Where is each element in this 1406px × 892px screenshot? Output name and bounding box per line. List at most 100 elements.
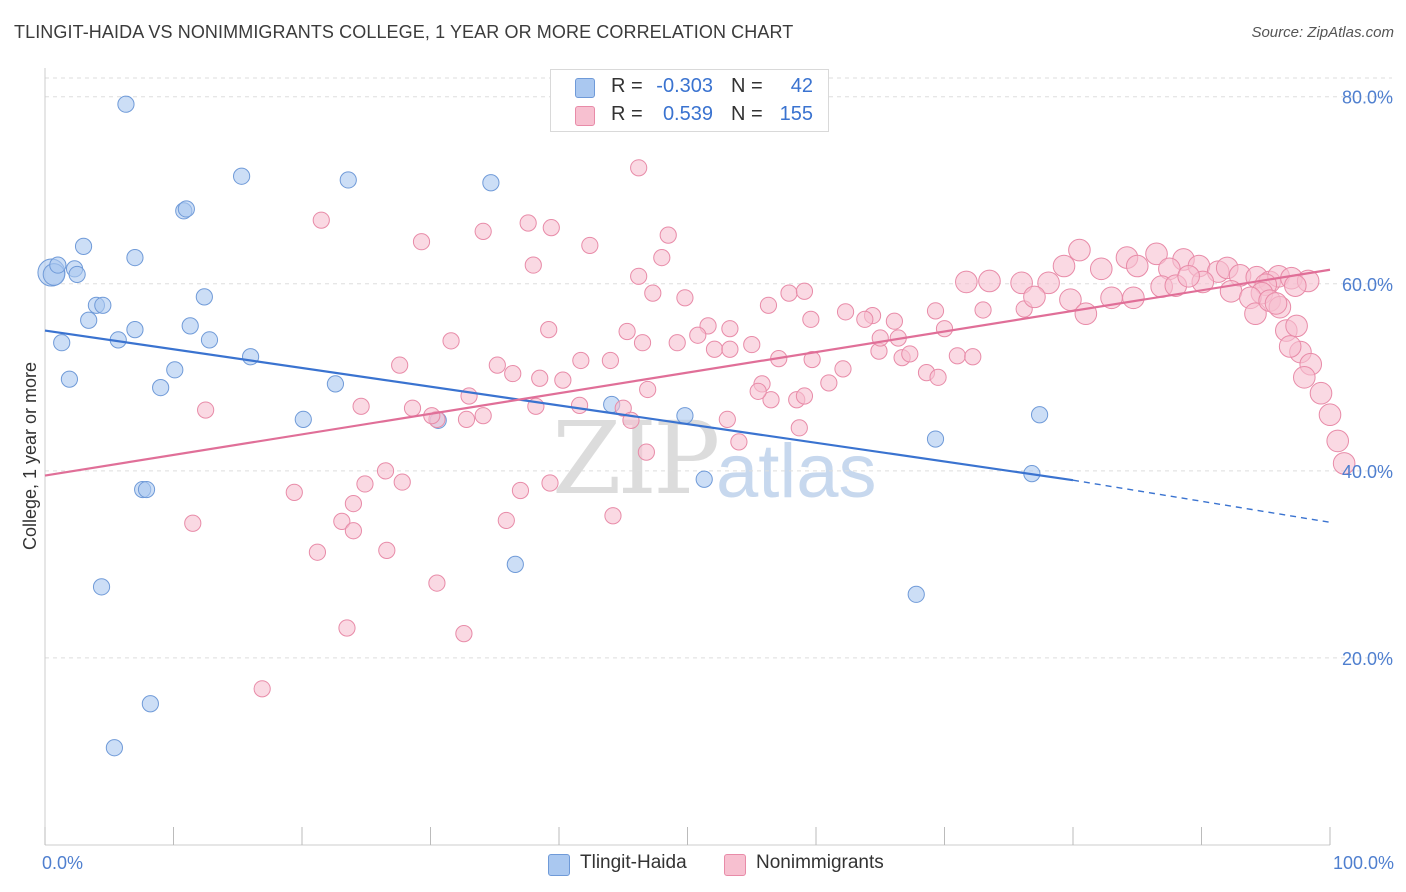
tlingit-haida-point <box>137 480 156 499</box>
nonimmigrants-point <box>403 399 422 417</box>
nonimmigrants-point <box>601 351 620 370</box>
tlingit-haida-point <box>195 288 213 306</box>
nonimmigrants-point <box>285 483 303 501</box>
nonimmigrants-point <box>730 433 748 451</box>
tlingit-haida-point <box>105 739 123 757</box>
nonimmigrants-point <box>978 269 1001 293</box>
nonimmigrants-point <box>618 322 636 341</box>
nonimmigrants-point <box>1293 366 1316 389</box>
nonimmigrants-point <box>1244 302 1267 326</box>
nonimmigrants-point <box>834 360 852 378</box>
tlingit-haida-point <box>181 317 199 335</box>
axes <box>44 68 1331 846</box>
tlingit-haida-point <box>326 375 345 393</box>
x-tick-label: 0.0% <box>42 853 83 873</box>
nonimmigrants-point <box>442 332 460 350</box>
nonimmigrants-point <box>1010 271 1033 295</box>
axis-labels: 20.0% 40.0% 60.0% 80.0% 0.0% 100.0% College, 1… <box>20 88 1394 873</box>
tlingit-haida-point <box>482 174 500 192</box>
tlingit-haida-point <box>117 95 135 113</box>
tlingit-haida-point <box>233 167 251 185</box>
nonimmigrants-point <box>885 312 903 330</box>
nonimmigrants-point <box>497 511 515 530</box>
tlingit-haida-point <box>60 370 79 388</box>
legend-row-nonimmigrants: R = 0.539 N = 155 <box>551 100 828 130</box>
nonimmigrants-point <box>344 522 362 540</box>
nonimmigrants-point <box>455 625 473 643</box>
nonimmigrants-point <box>572 351 590 370</box>
tlingit-haida-point <box>94 296 112 314</box>
nonimmigrants-point <box>948 347 966 365</box>
tlingit-haida-point <box>141 695 159 713</box>
nonimmigrants-point <box>721 340 739 358</box>
tlingit-haida-point <box>126 321 144 339</box>
nonimmigrants-point <box>749 382 767 400</box>
nonimmigrants-point <box>333 512 351 530</box>
nonimmigrants-point <box>644 284 662 302</box>
nonimmigrants-point <box>1052 254 1076 278</box>
nonimmigrants-point <box>630 267 648 285</box>
nonimmigrants-point <box>457 410 476 429</box>
nonimmigrants-point <box>474 407 492 425</box>
tlingit-haida-point <box>907 585 925 603</box>
nonimmigrants-point <box>901 345 919 363</box>
y-tick-label: 20.0% <box>1342 649 1393 669</box>
nonimmigrants-point <box>926 302 945 320</box>
y-tick-label: 80.0% <box>1342 88 1393 108</box>
trend-lines <box>44 268 1331 523</box>
tlingit-haida-point <box>926 430 945 448</box>
y-tick-label: 60.0% <box>1342 275 1393 295</box>
legend-n-value: 42 <box>790 75 813 97</box>
tlingit-haida-point <box>676 407 694 425</box>
legend-n-value: 155 <box>779 103 813 125</box>
nonimmigrants-trend-line <box>44 268 1331 477</box>
nonimmigrants-point <box>308 543 327 561</box>
nonimmigrants-point <box>820 374 838 392</box>
legend-swatch-nonimmigrants <box>575 106 595 126</box>
nonimmigrants-point <box>1074 302 1098 326</box>
legend-r-label: R = <box>611 75 643 97</box>
nonimmigrants-point <box>762 391 780 409</box>
source-credit: Source: ZipAtlas.com <box>1251 24 1394 41</box>
data-points <box>37 95 1356 757</box>
nonimmigrants-point <box>633 334 652 352</box>
bottom-legend-label: Tlingit-Haida <box>580 852 687 873</box>
legend-row-tlingit-haida: R = -0.303 N = 42 <box>551 72 828 102</box>
nonimmigrants-point <box>780 284 798 302</box>
tlingit-haida-point <box>74 237 93 255</box>
legend-r-value: 0.539 <box>662 103 713 125</box>
bottom-legend-label: Nonimmigrants <box>756 852 884 873</box>
nonimmigrants-point <box>802 310 820 328</box>
nonimmigrants-point <box>376 462 395 480</box>
bottom-legend-swatch <box>548 854 570 876</box>
legend-r-value: -0.303 <box>656 75 713 97</box>
y-axis-label: College, 1 year or more <box>20 362 40 550</box>
nonimmigrants-point <box>428 574 446 592</box>
nonimmigrants-point <box>1326 429 1350 453</box>
nonimmigrants-point <box>743 335 761 354</box>
tlingit-haida-point <box>506 555 524 573</box>
nonimmigrants-point <box>412 233 431 251</box>
nonimmigrants-point <box>856 310 874 328</box>
legend-swatch-tlingit-haida <box>575 78 595 98</box>
tlingit-haida-point <box>294 410 312 429</box>
nonimmigrants-point <box>668 334 686 352</box>
nonimmigrants-point <box>705 340 724 358</box>
tlingit-haida-point <box>339 171 357 189</box>
tlingit-haida-point <box>695 470 713 488</box>
nonimmigrants-point <box>519 214 537 232</box>
nonimmigrants-point <box>1309 381 1333 405</box>
nonimmigrants-point <box>1264 292 1288 315</box>
nonimmigrants-point <box>1318 403 1342 427</box>
nonimmigrants-point <box>604 507 622 525</box>
nonimmigrants-point <box>1332 452 1356 475</box>
bottom-legend-swatch <box>724 854 746 876</box>
nonimmigrants-point <box>524 256 542 274</box>
tlingit-haida-point <box>152 379 170 397</box>
nonimmigrants-point <box>393 473 411 491</box>
chart-title: TLINGIT-HAIDA VS NONIMMIGRANTS COLLEGE, … <box>14 22 794 42</box>
tlingit-haida-point <box>1030 406 1049 424</box>
nonimmigrants-point <box>554 371 572 389</box>
nonimmigrants-point <box>1177 264 1200 288</box>
